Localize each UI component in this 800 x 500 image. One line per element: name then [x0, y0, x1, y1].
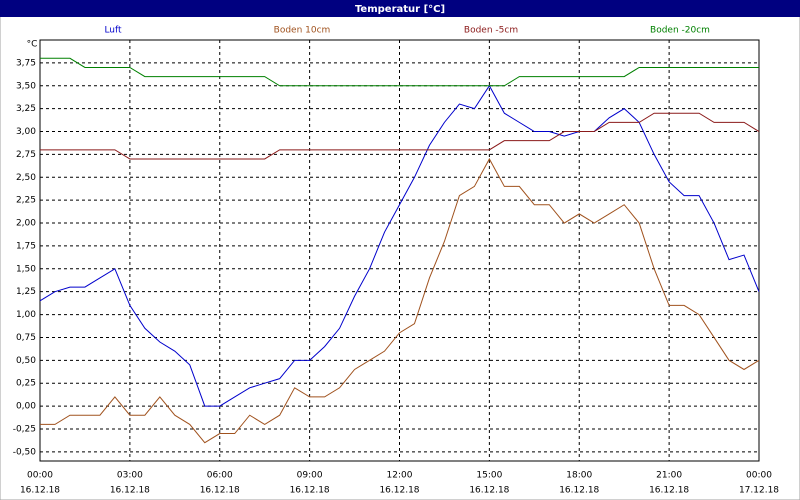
- series-line: [40, 57, 759, 87]
- x-tick-label: 06:00: [207, 471, 233, 481]
- y-tick-label: 3,50: [16, 81, 36, 91]
- y-tick-label: 1,75: [16, 241, 36, 251]
- y-tick-label: 3,25: [16, 104, 36, 114]
- x-tick-date: 16.12.18: [379, 486, 419, 496]
- series-line: [40, 157, 760, 444]
- legend-label: Boden -5cm: [464, 26, 518, 36]
- legend-label: Luft: [104, 26, 122, 36]
- series-line: [40, 112, 760, 160]
- x-tick-date: 16.12.18: [469, 486, 509, 496]
- title-bar: [0, 0, 800, 17]
- y-tick-label: 1,25: [16, 287, 36, 297]
- x-tick-date: 16.12.18: [200, 486, 240, 496]
- x-tick-label: 00:00: [746, 471, 772, 481]
- y-tick-label: -0,25: [13, 424, 36, 434]
- y-unit: °C: [27, 40, 38, 50]
- y-tick-label: 3,75: [16, 58, 36, 68]
- chart-title: Temperatur [°C]: [355, 4, 445, 15]
- x-tick-date: 16.12.18: [20, 486, 60, 496]
- legend-label: Boden -20cm: [650, 26, 710, 36]
- y-tick-label: 0,00: [16, 402, 36, 412]
- x-tick-label: 00:00: [27, 471, 53, 481]
- x-tick-label: 09:00: [297, 471, 323, 481]
- x-tick-date: 16.12.18: [649, 486, 689, 496]
- y-tick-label: 0,75: [16, 333, 36, 343]
- y-tick-label: 1,50: [16, 264, 36, 274]
- y-tick-label: 2,25: [16, 196, 36, 206]
- x-tick-label: 15:00: [476, 471, 502, 481]
- x-tick-label: 21:00: [656, 471, 682, 481]
- y-tick-label: 0,25: [16, 379, 36, 389]
- y-tick-label: 2,75: [16, 150, 36, 160]
- y-tick-label: 2,00: [16, 219, 36, 229]
- y-tick-label: 3,00: [16, 127, 36, 137]
- x-tick-date: 16.12.18: [110, 486, 150, 496]
- x-tick-date: 16.12.18: [290, 486, 330, 496]
- x-tick-label: 03:00: [117, 471, 143, 481]
- y-tick-label: 0,50: [16, 356, 36, 366]
- y-tick-label: -0,50: [13, 447, 37, 457]
- x-tick-date: 16.12.18: [559, 486, 599, 496]
- y-tick-label: 1,00: [16, 310, 36, 320]
- x-tick-label: 18:00: [566, 471, 592, 481]
- legend-label: Boden 10cm: [274, 26, 331, 36]
- y-tick-label: 2,50: [16, 173, 36, 183]
- x-tick-label: 12:00: [387, 471, 413, 481]
- x-tick-date: 17.12.18: [739, 486, 779, 496]
